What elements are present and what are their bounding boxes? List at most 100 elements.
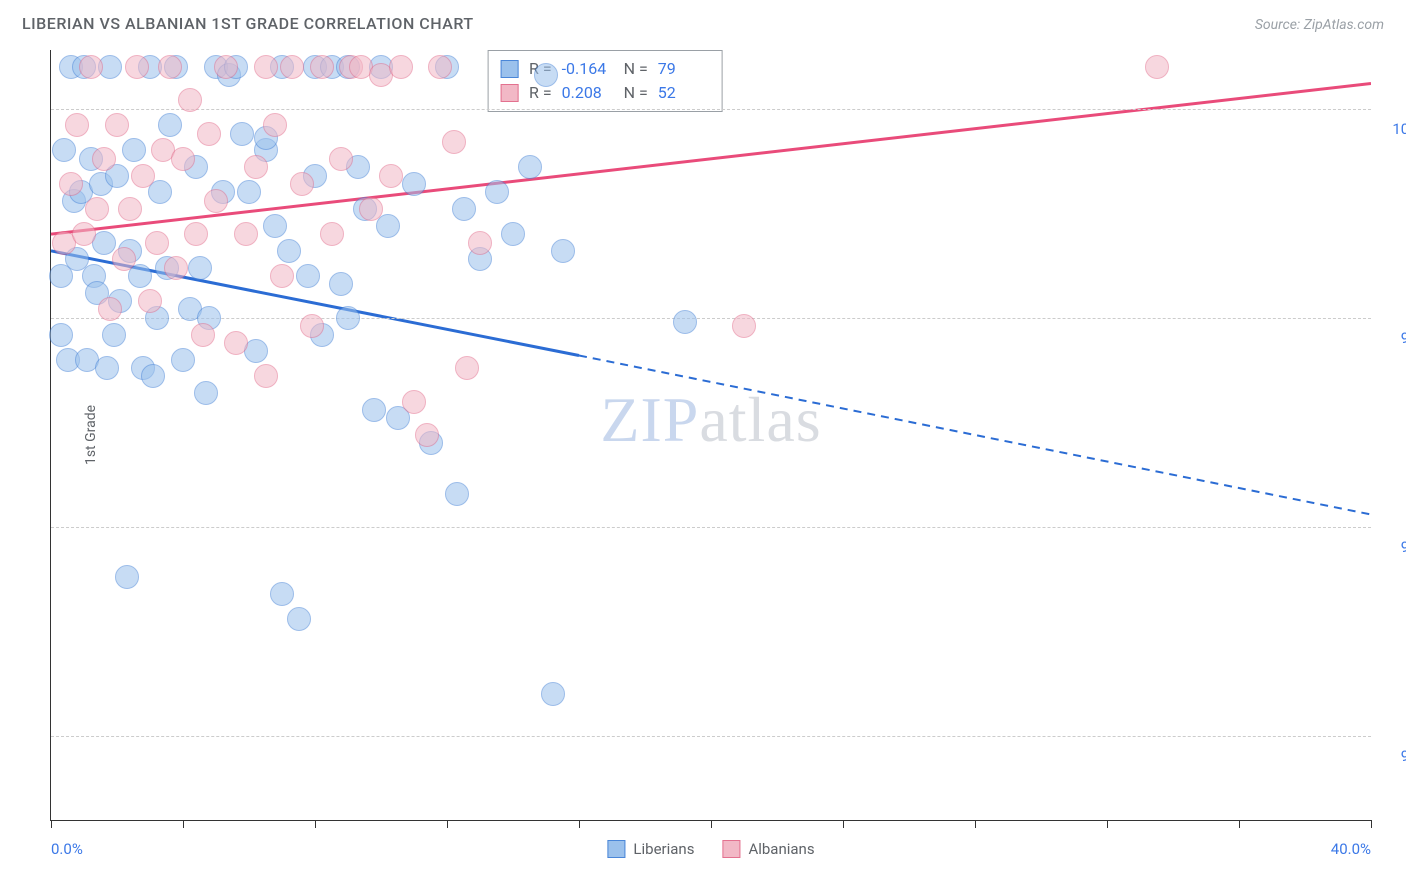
scatter-point-albanians <box>171 147 195 171</box>
scatter-point-albanians <box>131 164 155 188</box>
scatter-point-albanians <box>98 297 122 321</box>
scatter-point-albanians <box>85 197 109 221</box>
scatter-point-albanians <box>290 172 314 196</box>
scatter-point-albanians <box>263 113 287 137</box>
chart-container: LIBERIAN VS ALBANIAN 1ST GRADE CORRELATI… <box>0 0 1406 892</box>
scatter-point-albanians <box>402 390 426 414</box>
stats-swatch <box>501 84 519 102</box>
scatter-point-albanians <box>59 172 83 196</box>
plot-area: ZIPatlas R =-0.164N =79R =0.208N =52 1st… <box>50 50 1371 821</box>
stats-n-value: 79 <box>658 57 710 81</box>
gridline-h <box>51 318 1371 319</box>
scatter-point-albanians <box>191 323 215 347</box>
watermark-zip: ZIP <box>600 384 699 455</box>
scatter-point-albanians <box>468 231 492 255</box>
legend-item: Liberians <box>607 840 694 858</box>
scatter-point-albanians <box>138 289 162 313</box>
scatter-point-albanians <box>359 197 383 221</box>
scatter-point-liberians <box>230 122 254 146</box>
y-tick-label: 97.5% <box>1381 329 1406 347</box>
stats-n-label: N = <box>624 81 648 105</box>
stats-row: R =0.208N =52 <box>501 81 710 105</box>
x-axis-max-label: 40.0% <box>1331 840 1371 858</box>
scatter-point-albanians <box>244 155 268 179</box>
scatter-point-albanians <box>184 222 208 246</box>
scatter-point-albanians <box>118 197 142 221</box>
scatter-point-liberians <box>541 682 565 706</box>
scatter-point-albanians <box>270 264 294 288</box>
scatter-point-liberians <box>534 63 558 87</box>
x-tick <box>315 820 316 828</box>
scatter-point-liberians <box>362 398 386 422</box>
scatter-point-liberians <box>452 197 476 221</box>
legend-item: Albanians <box>722 840 814 858</box>
stats-n-value: 52 <box>658 81 710 105</box>
scatter-point-albanians <box>428 55 452 79</box>
scatter-point-albanians <box>125 55 149 79</box>
scatter-point-liberians <box>49 323 73 347</box>
scatter-point-albanians <box>214 55 238 79</box>
scatter-point-albanians <box>442 130 466 154</box>
chart-title: LIBERIAN VS ALBANIAN 1ST GRADE CORRELATI… <box>22 14 474 33</box>
scatter-point-albanians <box>164 256 188 280</box>
scatter-point-liberians <box>287 607 311 631</box>
y-tick-label: 100.0% <box>1381 120 1406 138</box>
scatter-point-albanians <box>310 55 334 79</box>
scatter-point-albanians <box>455 356 479 380</box>
stats-n-label: N = <box>624 57 648 81</box>
scatter-point-albanians <box>732 314 756 338</box>
scatter-point-albanians <box>300 314 324 338</box>
scatter-point-liberians <box>102 323 126 347</box>
bottom-legend: Liberians Albanians <box>607 840 814 858</box>
scatter-point-albanians <box>329 147 353 171</box>
x-tick <box>51 820 52 828</box>
legend-label: Albanians <box>748 840 814 858</box>
x-tick <box>1107 820 1108 828</box>
watermark-atlas: atlas <box>699 384 821 455</box>
scatter-point-albanians <box>178 88 202 112</box>
scatter-point-liberians <box>277 239 301 263</box>
scatter-point-albanians <box>415 423 439 447</box>
scatter-point-albanians <box>112 247 136 271</box>
scatter-point-albanians <box>379 164 403 188</box>
scatter-point-liberians <box>445 482 469 506</box>
watermark: ZIPatlas <box>600 383 821 457</box>
scatter-point-liberians <box>501 222 525 246</box>
x-tick <box>579 820 580 828</box>
scatter-point-albanians <box>145 231 169 255</box>
scatter-point-liberians <box>518 155 542 179</box>
x-axis-min-label: 0.0% <box>51 840 83 858</box>
scatter-point-liberians <box>485 180 509 204</box>
scatter-point-liberians <box>551 239 575 263</box>
stats-r-value: 0.208 <box>562 81 614 105</box>
scatter-point-liberians <box>270 582 294 606</box>
x-tick <box>843 820 844 828</box>
scatter-point-liberians <box>402 172 426 196</box>
x-tick <box>183 820 184 828</box>
stats-swatch <box>501 60 519 78</box>
title-bar: LIBERIAN VS ALBANIAN 1ST GRADE CORRELATI… <box>22 14 1384 33</box>
scatter-point-liberians <box>263 214 287 238</box>
x-tick <box>1239 820 1240 828</box>
scatter-point-albanians <box>1145 55 1169 79</box>
scatter-point-liberians <box>171 348 195 372</box>
x-tick <box>975 820 976 828</box>
gridline-h <box>51 736 1371 737</box>
scatter-point-liberians <box>336 306 360 330</box>
scatter-point-albanians <box>320 222 344 246</box>
scatter-point-albanians <box>254 55 278 79</box>
x-tick <box>447 820 448 828</box>
scatter-point-albanians <box>280 55 304 79</box>
stats-row: R =-0.164N =79 <box>501 57 710 81</box>
scatter-point-albanians <box>65 113 89 137</box>
scatter-point-liberians <box>237 180 261 204</box>
scatter-point-albanians <box>72 222 96 246</box>
legend-swatch <box>722 840 740 858</box>
scatter-point-liberians <box>194 381 218 405</box>
source-attribution: Source: ZipAtlas.com <box>1255 17 1384 33</box>
stats-r-value: -0.164 <box>562 57 614 81</box>
scatter-point-liberians <box>122 138 146 162</box>
x-tick <box>711 820 712 828</box>
scatter-point-liberians <box>141 364 165 388</box>
gridline-h <box>51 527 1371 528</box>
